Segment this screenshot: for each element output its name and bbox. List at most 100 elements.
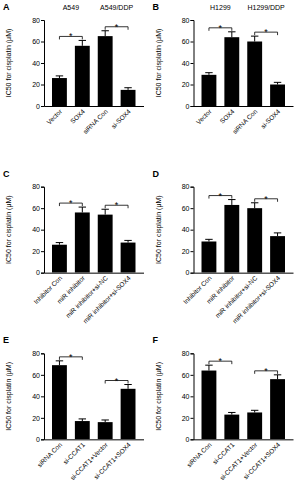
bar [121, 243, 136, 273]
panel: 020406080siRNA Consi-CCAT1si-CCAT1+Vecto… [3, 335, 144, 481]
y-axis-title: IC50 for cisplatin (μM) [5, 195, 13, 264]
x-axis: Inhibitor ConmiR inhibitormiR inhibitor+… [182, 273, 294, 324]
bar [202, 75, 217, 106]
plot-area [202, 365, 285, 439]
error-bar-cap [101, 209, 108, 210]
y-axis: 020406080 [32, 183, 44, 276]
y-tick-label: 80 [32, 183, 40, 190]
error-bar-cap [205, 72, 212, 73]
error-bar-stem [82, 40, 83, 45]
y-tick: 40 [182, 60, 194, 67]
error-bar-stem [105, 31, 106, 36]
y-tick-mark [41, 85, 44, 86]
significance-label: * [264, 366, 268, 376]
plot-area [52, 361, 135, 439]
error-bar [56, 361, 63, 365]
plot-area [202, 200, 285, 273]
x-tick-label: si-SOX4 [110, 107, 132, 129]
y-tick-mark [191, 396, 194, 397]
x-tick: siRNA Con [185, 441, 213, 469]
y-tick-mark [41, 418, 44, 419]
y-axis-title: IC50 for cisplatin (μM) [155, 362, 163, 431]
error-bar-cap [56, 360, 63, 361]
y-tick-label: 40 [32, 393, 40, 400]
bar [52, 78, 67, 106]
y-tick-label: 40 [182, 60, 190, 67]
bar [202, 371, 217, 440]
x-tick: si-CCAT1+SOX4 [242, 441, 282, 481]
y-tick-label: 40 [182, 393, 190, 400]
x-tick-label: miR inhibitor+si-SOX4 [81, 274, 132, 325]
y-tick-label: 60 [32, 205, 40, 212]
y-axis-line [191, 187, 195, 273]
significance-label: * [219, 191, 223, 201]
error-bar-cap [101, 30, 108, 31]
y-axis-title: IC50 for cisplatin (μM) [5, 362, 13, 431]
error-bar-cap [56, 242, 63, 243]
y-tick-label: 0 [186, 103, 190, 110]
y-tick: 60 [32, 205, 44, 212]
x-tick-label: SOX4 [218, 107, 235, 124]
x-tick: SOX4 [69, 107, 86, 124]
panel: 020406080Inhibitor ConmiR inhibitormiR i… [153, 169, 294, 325]
error-bar-cap [228, 199, 235, 200]
error-bar-cap [251, 410, 258, 411]
x-tick: siRNA Con [231, 107, 259, 135]
error-bar-stem [59, 361, 60, 365]
y-tick-mark [41, 187, 44, 188]
y-tick: 0 [36, 269, 44, 276]
y-tick-mark [191, 187, 194, 188]
error-bar [79, 207, 86, 212]
x-tick: si-CCAT1+Vector [218, 440, 259, 481]
bar [270, 85, 285, 107]
y-tick-mark [41, 273, 44, 274]
y-tick-label: 20 [182, 81, 190, 88]
significance-label: * [69, 31, 73, 41]
bar [75, 46, 90, 106]
group-label: A549 [63, 4, 79, 11]
error-bar-cap [79, 207, 86, 208]
y-tick-mark [41, 20, 44, 21]
y-tick: 60 [182, 38, 194, 45]
bar [247, 412, 262, 439]
significance-label: * [69, 352, 73, 362]
x-tick-label: si-CCAT1+SOX4 [92, 441, 132, 481]
bar [98, 36, 113, 106]
y-tick-label: 40 [32, 60, 40, 67]
error-bar [228, 32, 235, 37]
y-tick-mark [191, 230, 194, 231]
x-tick: miR inhibitor+si-SOX4 [81, 274, 132, 325]
y-tick-label: 40 [32, 226, 40, 233]
y-tick-label: 20 [182, 248, 190, 255]
bar [52, 245, 67, 273]
error-bar-cap [205, 365, 212, 366]
y-tick: 0 [186, 103, 194, 110]
y-tick: 80 [182, 17, 194, 24]
error-bar [274, 82, 281, 84]
panel: 020406080VectorSOX4siRNA Consi-SOX4IC50 … [153, 2, 294, 135]
error-bar-stem [254, 36, 255, 41]
x-tick-label: miR inhibitor+si-SOX4 [231, 274, 282, 325]
error-bar [124, 385, 131, 389]
y-tick: 80 [182, 350, 194, 357]
y-tick-mark [191, 353, 194, 354]
error-bar [251, 36, 258, 41]
error-bar-stem [208, 365, 209, 370]
y-tick-label: 80 [182, 183, 190, 190]
x-tick: Vector [195, 107, 214, 126]
y-tick: 20 [182, 415, 194, 422]
y-axis-line [41, 21, 45, 107]
error-bar [124, 240, 131, 242]
x-tick: miR inhibitor+si-NC [64, 274, 109, 319]
x-axis: Inhibitor ConmiR inhibitormiR inhibitor+… [32, 273, 144, 324]
bar [121, 90, 136, 106]
x-tick-label: si-CCAT1+Vector [218, 440, 259, 481]
panel-title: D [153, 169, 160, 179]
bar [121, 389, 136, 440]
error-bar-stem [231, 200, 232, 205]
y-tick-mark [191, 20, 194, 21]
error-bar-cap [228, 31, 235, 32]
y-tick-mark [191, 251, 194, 252]
y-tick-label: 0 [186, 436, 190, 443]
x-tick-label: Vector [195, 107, 214, 126]
